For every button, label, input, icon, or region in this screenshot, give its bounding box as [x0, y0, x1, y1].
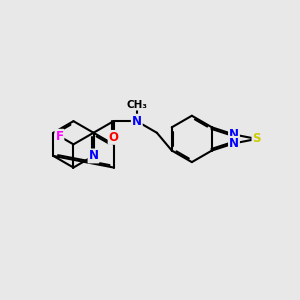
Text: F: F [56, 130, 63, 143]
Text: N: N [132, 115, 142, 128]
Text: N: N [229, 128, 239, 141]
Text: CH₃: CH₃ [126, 100, 147, 110]
Text: S: S [253, 132, 261, 146]
Text: N: N [88, 149, 98, 162]
Text: N: N [229, 137, 239, 150]
Text: O: O [109, 131, 118, 144]
